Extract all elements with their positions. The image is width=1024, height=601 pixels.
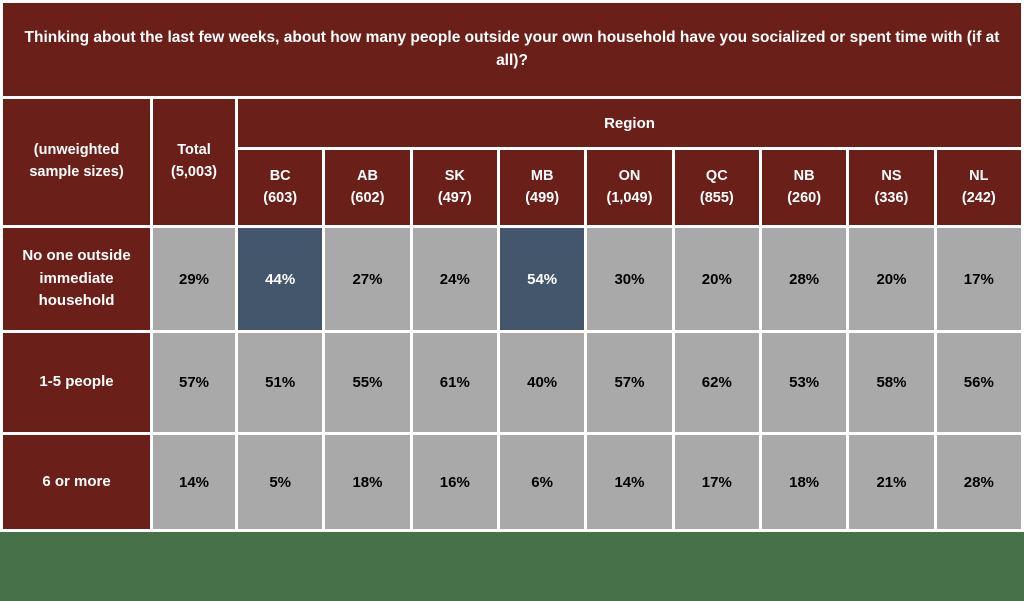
region-sample-size: (499) bbox=[525, 189, 560, 206]
region-sample-size: (497) bbox=[437, 189, 472, 206]
title-row: Thinking about the last few weeks, about… bbox=[0, 0, 1024, 99]
table-row: 1-5 people 57% 51% 55% 61% 40% 57% 62% 5… bbox=[0, 330, 1024, 435]
region-column-header-ns: NS (336) bbox=[846, 147, 937, 228]
data-cell: 5% bbox=[234, 432, 326, 532]
question-title: Thinking about the last few weeks, about… bbox=[0, 0, 1024, 99]
row-label-6-or-more: 6 or more bbox=[0, 432, 153, 532]
region-sample-size: (602) bbox=[350, 189, 385, 206]
highlighted-data-cell: 44% bbox=[234, 225, 326, 333]
total-sample-size: (5,003) bbox=[171, 164, 217, 180]
data-cell: 6% bbox=[496, 432, 588, 532]
region-name: ON bbox=[618, 167, 641, 184]
data-cell: 14% bbox=[584, 432, 675, 532]
region-name: AB bbox=[357, 167, 378, 184]
data-cell: 16% bbox=[409, 432, 500, 532]
region-name: MB bbox=[530, 167, 554, 184]
region-column-header-ab: AB (602) bbox=[322, 147, 413, 228]
region-column-header-bc: BC (603) bbox=[234, 147, 326, 228]
region-sample-size: (336) bbox=[874, 189, 909, 206]
data-cell: 30% bbox=[584, 225, 675, 333]
total-label: Total bbox=[177, 142, 211, 159]
region-name: BC bbox=[269, 167, 291, 184]
highlighted-data-cell: 54% bbox=[496, 225, 588, 333]
data-cell: 17% bbox=[671, 432, 762, 532]
data-cell: 40% bbox=[496, 330, 588, 435]
region-name: SK bbox=[444, 167, 465, 184]
region-column-header-nl: NL (242) bbox=[933, 147, 1024, 228]
region-name: NL bbox=[969, 167, 989, 184]
data-cell: 61% bbox=[409, 330, 500, 435]
data-cell: 24% bbox=[409, 225, 500, 333]
table-row: No one outside immediate household 29% 4… bbox=[0, 225, 1024, 333]
region-group-header: Region bbox=[235, 96, 1024, 150]
region-column-header-on: ON (1,049) bbox=[584, 147, 675, 228]
data-cell: 55% bbox=[322, 330, 413, 435]
data-cell: 27% bbox=[322, 225, 413, 333]
data-cell: 53% bbox=[758, 330, 850, 435]
region-name: NB bbox=[793, 167, 815, 184]
data-cell: 58% bbox=[846, 330, 937, 435]
row-label-no-one-outside: No one outside immediate household bbox=[0, 225, 153, 333]
data-cell: 14% bbox=[150, 432, 238, 532]
data-cell: 57% bbox=[584, 330, 675, 435]
total-column-header: Total (5,003) bbox=[150, 96, 238, 228]
data-cell: 56% bbox=[933, 330, 1024, 435]
region-column-header-nb: NB (260) bbox=[758, 147, 850, 228]
data-cell: 28% bbox=[933, 432, 1024, 532]
row-label-1-5-people: 1-5 people bbox=[0, 330, 153, 435]
data-cell: 51% bbox=[234, 330, 326, 435]
data-cell: 18% bbox=[758, 432, 850, 532]
header-row-region-group: (unweighted sample sizes) Total (5,003) … bbox=[0, 96, 1024, 228]
region-sample-size: (260) bbox=[787, 189, 822, 206]
table-row: 6 or more 14% 5% 18% 16% 6% 14% 17% 18% … bbox=[0, 432, 1024, 532]
data-cell: 20% bbox=[671, 225, 762, 333]
region-sample-size: (603) bbox=[263, 189, 298, 206]
data-cell: 21% bbox=[846, 432, 937, 532]
region-name: NS bbox=[881, 167, 902, 184]
data-cell: 20% bbox=[846, 225, 937, 333]
header-row-regions: BC (603) AB (602) SK (497) MB (499) ON (… bbox=[2, 147, 1024, 228]
region-name: QC bbox=[705, 167, 728, 184]
region-column-header-qc: QC (855) bbox=[671, 147, 762, 228]
region-column-header-sk: SK (497) bbox=[409, 147, 500, 228]
unweighted-sample-sizes-label: (unweighted sample sizes) bbox=[0, 96, 153, 228]
data-cell: 57% bbox=[150, 330, 238, 435]
region-sample-size: (855) bbox=[699, 189, 734, 206]
data-cell: 62% bbox=[671, 330, 762, 435]
data-cell: 17% bbox=[933, 225, 1024, 333]
region-sample-size: (242) bbox=[961, 189, 996, 206]
region-sample-size: (1,049) bbox=[606, 189, 653, 206]
region-column-header-mb: MB (499) bbox=[496, 147, 588, 228]
data-cell: 18% bbox=[322, 432, 413, 532]
data-cell: 29% bbox=[150, 225, 238, 333]
survey-results-table: Thinking about the last few weeks, about… bbox=[0, 0, 1024, 532]
data-cell: 28% bbox=[758, 225, 850, 333]
